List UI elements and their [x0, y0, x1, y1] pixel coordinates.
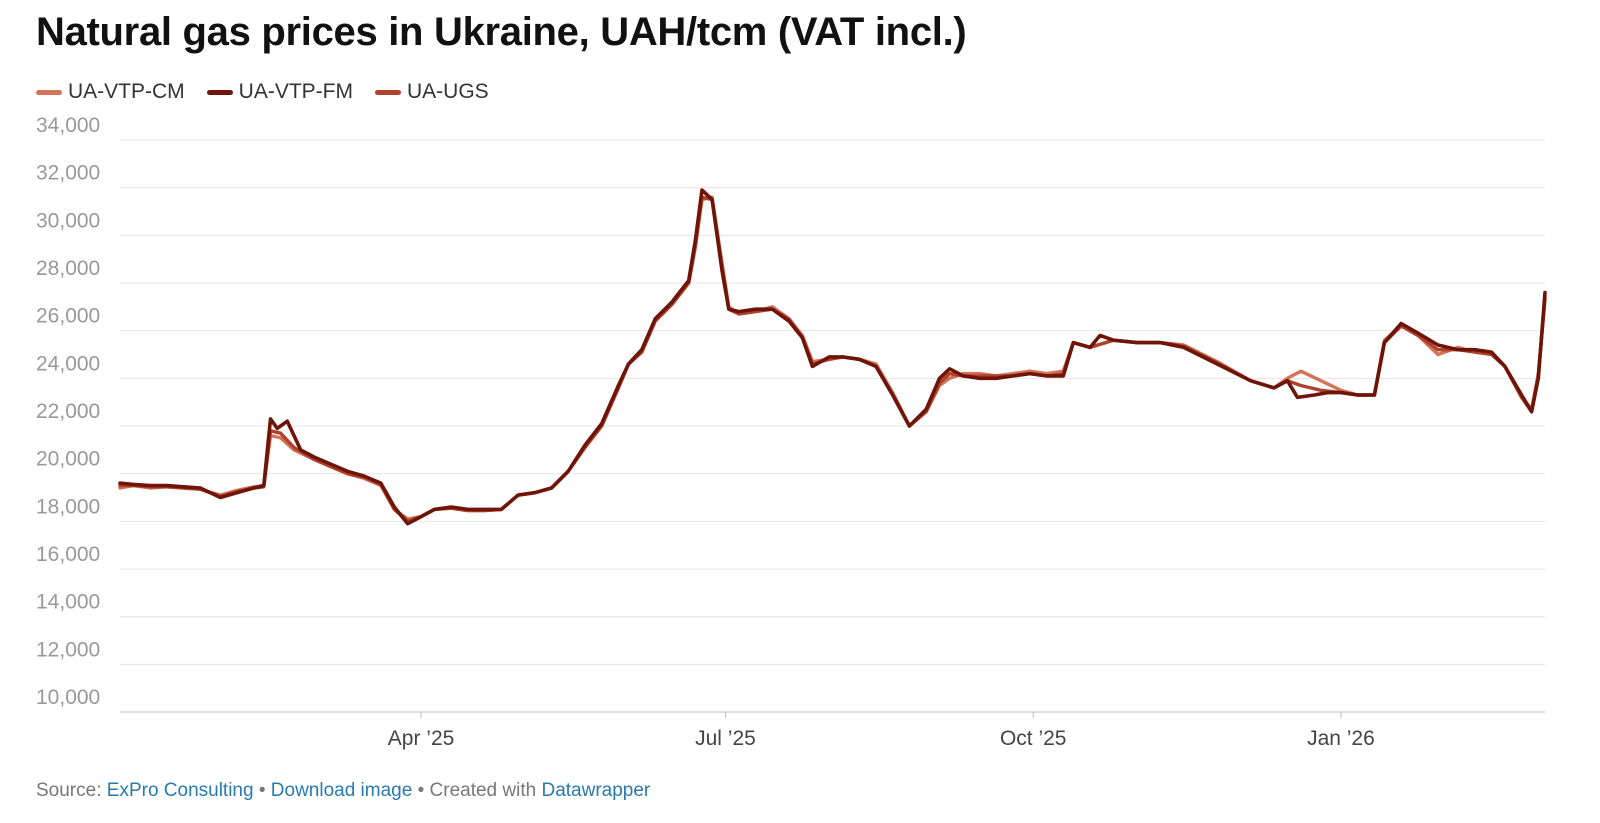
legend-swatch-ua-vtp-fm: [206, 89, 233, 95]
created-with-text: • Created with: [412, 780, 542, 801]
x-tick-label: Apr ’25: [388, 727, 455, 750]
y-tick-label: 14,000: [36, 591, 100, 614]
download-image-link[interactable]: Download image: [270, 780, 413, 801]
y-tick-label: 34,000: [36, 114, 100, 137]
series-line-ua-vtp-fm: [118, 188, 1547, 526]
datawrapper-link[interactable]: Datawrapper: [541, 780, 651, 801]
legend-item-ua-ugs: UA-UGS: [375, 80, 489, 104]
y-tick-label: 26,000: [36, 305, 100, 328]
legend-swatch-ua-vtp-cm: [36, 89, 62, 95]
y-tick-label: 28,000: [36, 257, 100, 280]
x-tick-label: Jul ’25: [695, 727, 756, 750]
line-chart: 10,000 12,000 14,000 16,000 18,000 20,000 22,0…: [36, 114, 1547, 750]
y-tick-label: 24,000: [36, 352, 100, 375]
legend-swatch-ua-ugs: [375, 89, 401, 95]
legend-label-ua-vtp-fm: UA-VTP-FM: [238, 80, 353, 103]
y-tick-label: 20,000: [36, 448, 100, 471]
chart-title: Natural gas prices in Ukraine, UAH/tcm (…: [36, 10, 967, 54]
y-tick-label: 16,000: [36, 543, 100, 566]
y-tick-label: 18,000: [36, 495, 100, 518]
y-tick-label: 32,000: [36, 162, 100, 185]
series-line-ua-ugs: [118, 195, 1547, 523]
y-tick-label: 10,000: [36, 686, 100, 709]
legend-item-ua-vtp-cm: UA-VTP-CM: [36, 80, 185, 104]
legend-item-ua-vtp-fm: UA-VTP-FM: [206, 80, 353, 104]
source-prefix: Source:: [36, 780, 107, 801]
footer-separator: •: [253, 780, 271, 801]
source-link[interactable]: ExPro Consulting: [106, 780, 254, 801]
legend-label-ua-ugs: UA-UGS: [407, 80, 489, 103]
x-tick-label: Oct ’25: [1000, 727, 1067, 750]
footer: Source: ExPro Consulting • Download imag…: [36, 780, 650, 802]
y-tick-label: 30,000: [36, 209, 100, 232]
x-tick-label: Jan ’26: [1307, 727, 1375, 750]
legend-label-ua-vtp-cm: UA-VTP-CM: [68, 80, 185, 103]
y-tick-label: 12,000: [36, 638, 100, 661]
y-tick-label: 22,000: [36, 400, 100, 423]
legend: UA-VTP-CM UA-VTP-FM UA-UGS: [36, 80, 489, 104]
